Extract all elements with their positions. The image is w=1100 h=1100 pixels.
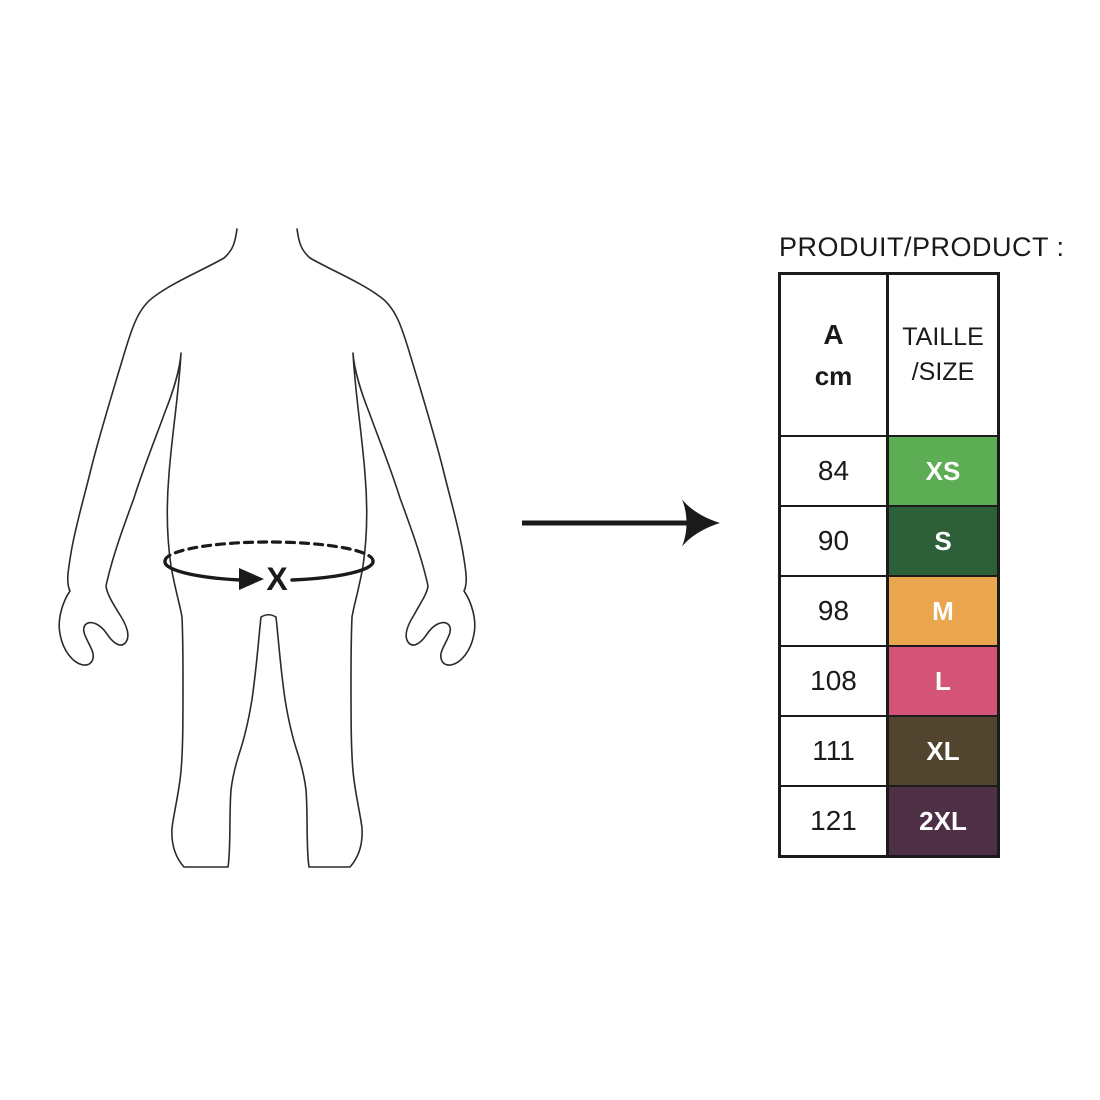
column-header-size-en: /SIZE <box>911 358 975 386</box>
column-header-unit: cm <box>814 361 853 391</box>
table-row: 108 L <box>781 645 997 715</box>
size-badge: 2XL <box>889 787 997 855</box>
column-header-letter: A <box>823 319 844 350</box>
measurement-value: 108 <box>781 647 889 715</box>
measurement-value: 111 <box>781 717 889 785</box>
table-row: 111 XL <box>781 715 997 785</box>
size-table: A cm TAILLE /SIZE 84 XS 90 S 98 M 108 L … <box>778 272 1000 858</box>
table-row: 90 S <box>781 505 997 575</box>
column-header-taille: TAILLE <box>902 323 984 351</box>
size-badge: S <box>889 507 997 575</box>
waist-ellipse-solid-arc-left <box>163 559 242 582</box>
column-header-size: TAILLE /SIZE <box>889 275 997 435</box>
size-badge: L <box>889 647 997 715</box>
measurement-value: 84 <box>781 437 889 505</box>
size-badge: M <box>889 577 997 645</box>
size-badge: XS <box>889 437 997 505</box>
measurement-value: 121 <box>781 787 889 855</box>
table-row: 98 M <box>781 575 997 645</box>
waist-ellipse-dashed-arc <box>163 540 375 563</box>
table-row: 84 XS <box>781 435 997 505</box>
column-header-measurement: A cm <box>781 275 889 435</box>
measurement-value: 98 <box>781 577 889 645</box>
table-title: PRODUIT/PRODUCT : <box>779 232 1065 262</box>
waist-arrowhead-icon <box>239 568 264 590</box>
table-row: 121 2XL <box>781 785 997 855</box>
size-badge: XL <box>889 717 997 785</box>
body-outline-drawing <box>58 228 476 868</box>
flow-arrow-head-icon <box>682 499 720 547</box>
waist-ellipse-solid-arc-right <box>290 559 375 582</box>
measure-point-label: X <box>266 561 288 597</box>
table-header-row: A cm TAILLE /SIZE <box>781 275 997 435</box>
measurement-value: 90 <box>781 507 889 575</box>
